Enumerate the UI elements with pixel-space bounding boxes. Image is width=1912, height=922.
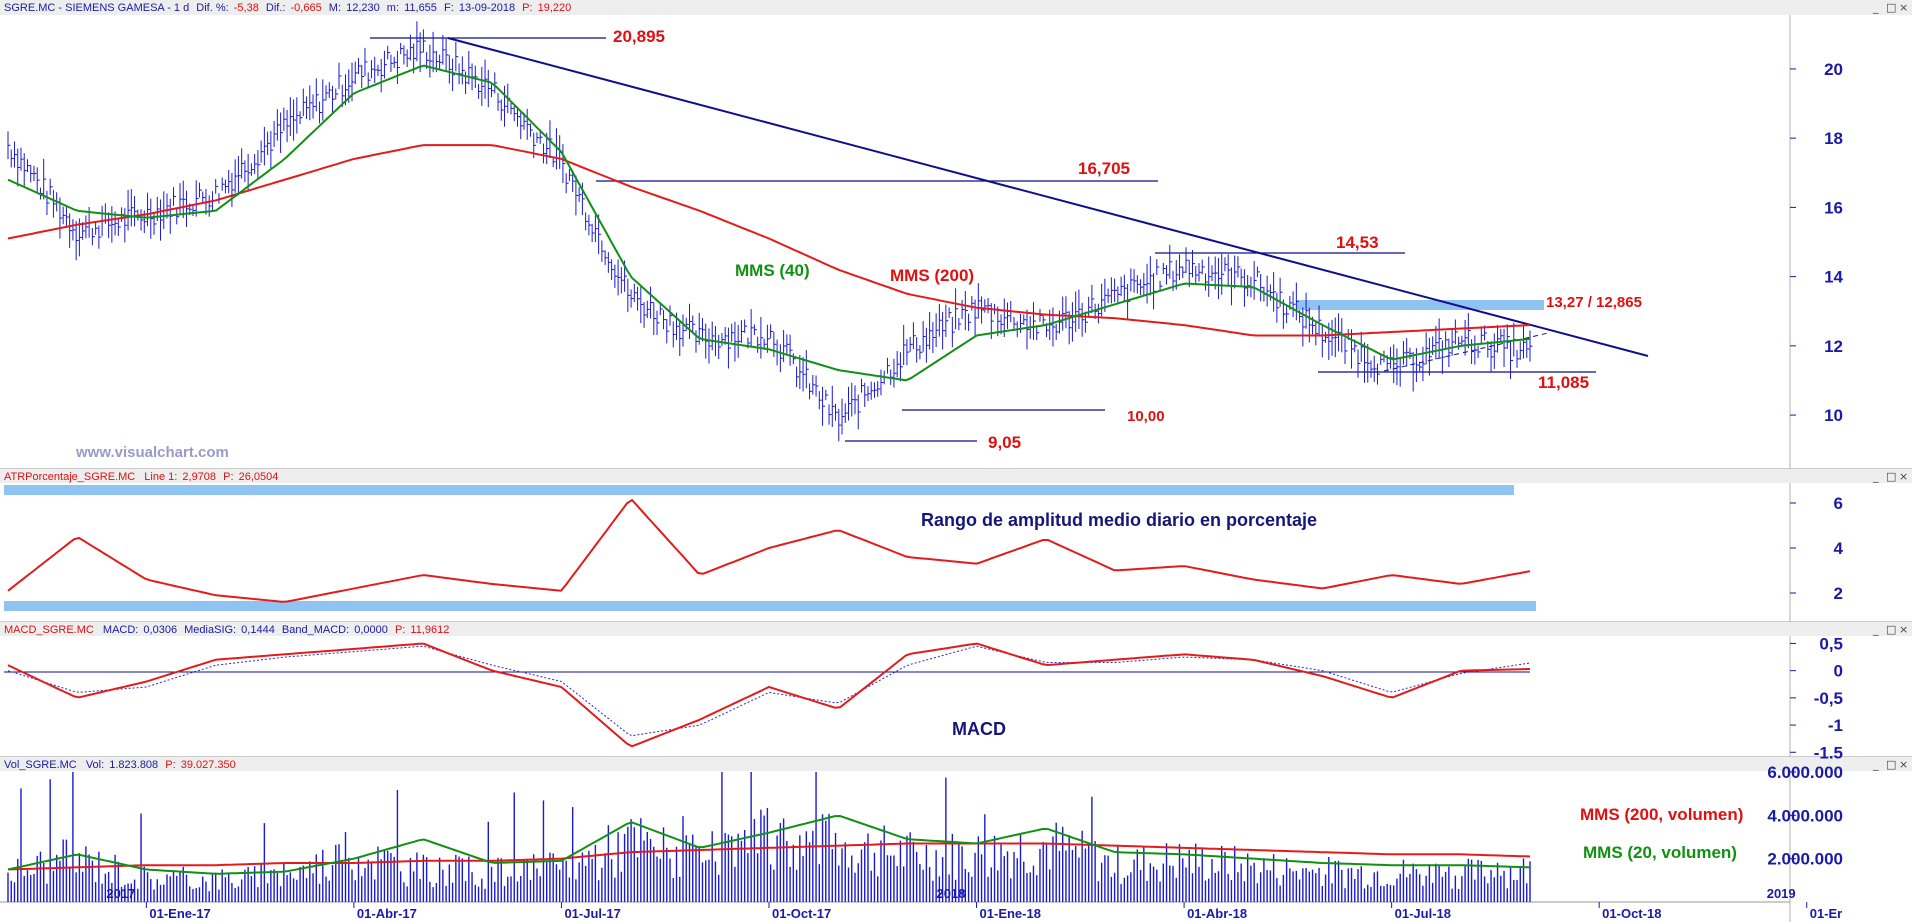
minimize-icon[interactable]: _ <box>1872 1 1879 14</box>
volume-mms200-line <box>7 842 1531 871</box>
mms200-line <box>7 144 1531 337</box>
macd-header: MACD_SGRE.MC MACD: 0,0306 MediaSIG: 0,14… <box>4 624 449 636</box>
close-icon[interactable]: × <box>1899 470 1908 483</box>
label-mms200: MMS (200) <box>890 266 974 285</box>
macd-axis-tick-label: 0,5 <box>1819 634 1843 653</box>
macd-axis-tick-label: -0,5 <box>1814 689 1843 708</box>
up-trendline <box>1383 332 1549 372</box>
atr-window-controls[interactable]: _ □ × <box>1872 470 1908 483</box>
volume-bars <box>7 772 1531 902</box>
x-axis-tick-label: 01-Jul-18 <box>1395 906 1451 921</box>
macd-axis-tick-label: -1.5 <box>1814 743 1843 762</box>
maximize-icon[interactable]: □ <box>1886 758 1896 771</box>
x-axis-tick-label: 01-Ene-18 <box>980 906 1041 921</box>
y-axes: 10 12 14 16 18 20 2 4 6 -1.5 -1 -0,5 0 0,5 2.000.000 4.… <box>1767 60 1843 869</box>
macd-axis-tick-label: -1 <box>1828 716 1843 735</box>
x-axis-tick-label: 01-Abr-17 <box>357 906 417 921</box>
price-header-bar <box>0 0 1912 15</box>
atr-axis-tick-label: 6 <box>1834 494 1843 513</box>
close-icon[interactable]: × <box>1899 1 1908 14</box>
macd-window-controls[interactable]: _ □ × <box>1872 623 1908 636</box>
annotation-resistance-zone: 13,27 / 12,865 <box>1546 294 1642 311</box>
volume-header: Vol_SGRE.MC Vol: 1.823.808 P: 39.027.350 <box>4 759 236 771</box>
macd-axis-tick-label: 0 <box>1834 662 1843 681</box>
watermark: www.visualchart.com <box>75 444 229 461</box>
volume-header-bar <box>0 757 1912 771</box>
close-icon[interactable]: × <box>1899 758 1908 771</box>
x-axis: 01-Ene-17 01-Abr-17 01-Jul-17 01-Oct-17 01-E… <box>106 886 1842 921</box>
volume-axis-tick-label: 4.000.000 <box>1767 806 1843 825</box>
atr-title: Rango de amplitud medio diario en porcen… <box>921 510 1317 530</box>
atr-upper-band <box>4 485 1514 495</box>
atr-header: ATRPorcentaje_SGRE.MC Line 1: 2,9708 P: … <box>4 471 278 483</box>
x-axis-tick-label: 01-Oct-18 <box>1602 906 1661 921</box>
annotation-1000: 10,00 <box>1127 408 1165 425</box>
atr-header-bar <box>0 469 1912 483</box>
label-mms40: MMS (40) <box>735 261 810 280</box>
annotation-11085: 11,085 <box>1538 373 1589 392</box>
price-axis-tick-label: 18 <box>1824 129 1843 148</box>
price-header-ticker: SGRE.MC - SIEMENS GAMESA - 1 d <box>4 2 189 14</box>
volume-axis-tick-label: 2.000.000 <box>1767 850 1843 869</box>
annotation-1453: 14,53 <box>1336 233 1379 252</box>
down-trendline <box>447 37 1649 357</box>
maximize-icon[interactable]: □ <box>1886 1 1896 14</box>
volume-axis-tick-label: 6.000.000 <box>1767 763 1843 782</box>
price-header: SGRE.MC - SIEMENS GAMESA - 1 d Dif. %: -… <box>4 2 571 14</box>
atr-axis-tick-label: 4 <box>1834 539 1844 558</box>
volume-window-controls[interactable]: _ □ × <box>1872 758 1908 771</box>
annotation-16705: 16,705 <box>1078 159 1130 178</box>
mms40-line <box>7 64 1531 382</box>
annotation-905: 9,05 <box>988 433 1021 452</box>
maximize-icon[interactable]: □ <box>1886 470 1896 483</box>
price-window-controls[interactable]: _ □ × <box>1872 1 1908 14</box>
maximize-icon[interactable]: □ <box>1886 623 1896 636</box>
x-axis-tick-label: 01-Abr-18 <box>1187 906 1247 921</box>
year-marker: 2019 <box>1767 886 1796 901</box>
atr-line <box>7 498 1531 603</box>
x-axis-tick-label: 01-Er <box>1810 906 1843 921</box>
annotation-20895: 20,895 <box>613 27 665 46</box>
price-axis-tick-label: 10 <box>1824 406 1843 425</box>
label-mms20-volume: MMS (20, volumen) <box>1583 843 1737 862</box>
price-axis-tick-label: 20 <box>1824 60 1843 79</box>
price-axis-tick-label: 14 <box>1824 268 1843 287</box>
x-axis-tick-label: 01-Jul-17 <box>564 906 620 921</box>
price-axis-tick-label: 12 <box>1824 337 1843 356</box>
atr-axis-tick-label: 2 <box>1834 584 1843 603</box>
minimize-icon[interactable]: _ <box>1872 758 1879 771</box>
macd-signal-line <box>7 645 1531 737</box>
resistance-zone <box>1296 300 1544 310</box>
year-marker: 2018 <box>937 886 966 901</box>
macd-line <box>7 642 1531 748</box>
atr-lower-band <box>4 601 1536 611</box>
price-axis-tick-label: 16 <box>1824 198 1843 217</box>
minimize-icon[interactable]: _ <box>1872 470 1879 483</box>
x-axis-tick-label: 01-Ene-17 <box>149 906 210 921</box>
close-icon[interactable]: × <box>1899 623 1908 636</box>
volume-mms20-line <box>7 814 1531 875</box>
x-axis-tick-label: 01-Oct-17 <box>772 906 831 921</box>
macd-header-bar <box>0 622 1912 636</box>
label-mms200-volume: MMS (200, volumen) <box>1580 805 1743 824</box>
macd-title: MACD <box>952 719 1006 739</box>
minimize-icon[interactable]: _ <box>1872 623 1879 636</box>
year-marker: 2017 <box>106 886 135 901</box>
